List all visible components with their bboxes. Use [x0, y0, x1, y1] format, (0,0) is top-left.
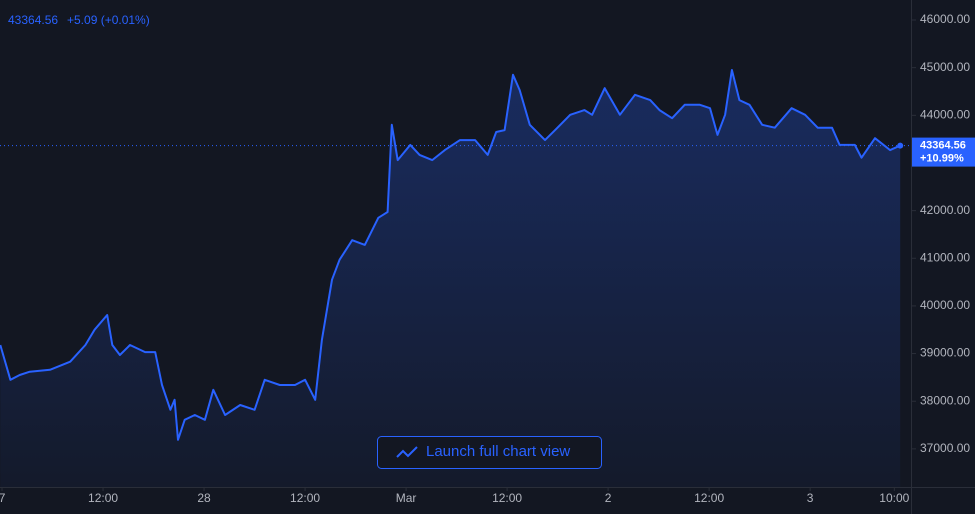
price-badge-change: +10.99% [920, 153, 964, 165]
x-tick-label: 7 [0, 491, 6, 505]
y-tick-label: 37000.00 [920, 441, 970, 455]
area-fill [0, 70, 901, 487]
x-tick-label: 12:00 [492, 491, 522, 505]
price-line [0, 69, 901, 441]
x-tick-label: 12:00 [88, 491, 118, 505]
launch-button[interactable]: Launch full chart view [377, 436, 602, 469]
button-icon [396, 446, 418, 458]
y-tick-label: 42000.00 [920, 203, 970, 217]
x-tick-label: 12:00 [290, 491, 320, 505]
y-tick-label: 38000.00 [920, 393, 970, 407]
x-tick-label: 3 [807, 491, 814, 505]
y-tick-label: 39000.00 [920, 346, 970, 360]
last-point [897, 142, 904, 149]
y-tick-label: 46000.00 [920, 12, 970, 26]
y-tick-label: 44000.00 [920, 107, 970, 121]
y-tick-label: 40000.00 [920, 298, 970, 312]
price-badge [912, 137, 975, 167]
header-change: +5.09 (+0.01%) [67, 13, 150, 27]
header-price: 43364.56 [8, 13, 58, 27]
button-label[interactable]: Launch full chart view [426, 443, 570, 460]
y-tick-label: 41000.00 [920, 250, 970, 264]
price-badge-value: 43364.56 [920, 140, 966, 152]
x-tick-label: 12:00 [694, 491, 724, 505]
button-frame[interactable] [377, 436, 602, 469]
x-tick-label: Mar [396, 491, 417, 505]
y-tick-label: 45000.00 [920, 60, 970, 74]
x-tick-label: 28 [197, 491, 211, 505]
x-tick-label: 10:00 [879, 491, 909, 505]
x-tick-label: 2 [605, 491, 612, 505]
